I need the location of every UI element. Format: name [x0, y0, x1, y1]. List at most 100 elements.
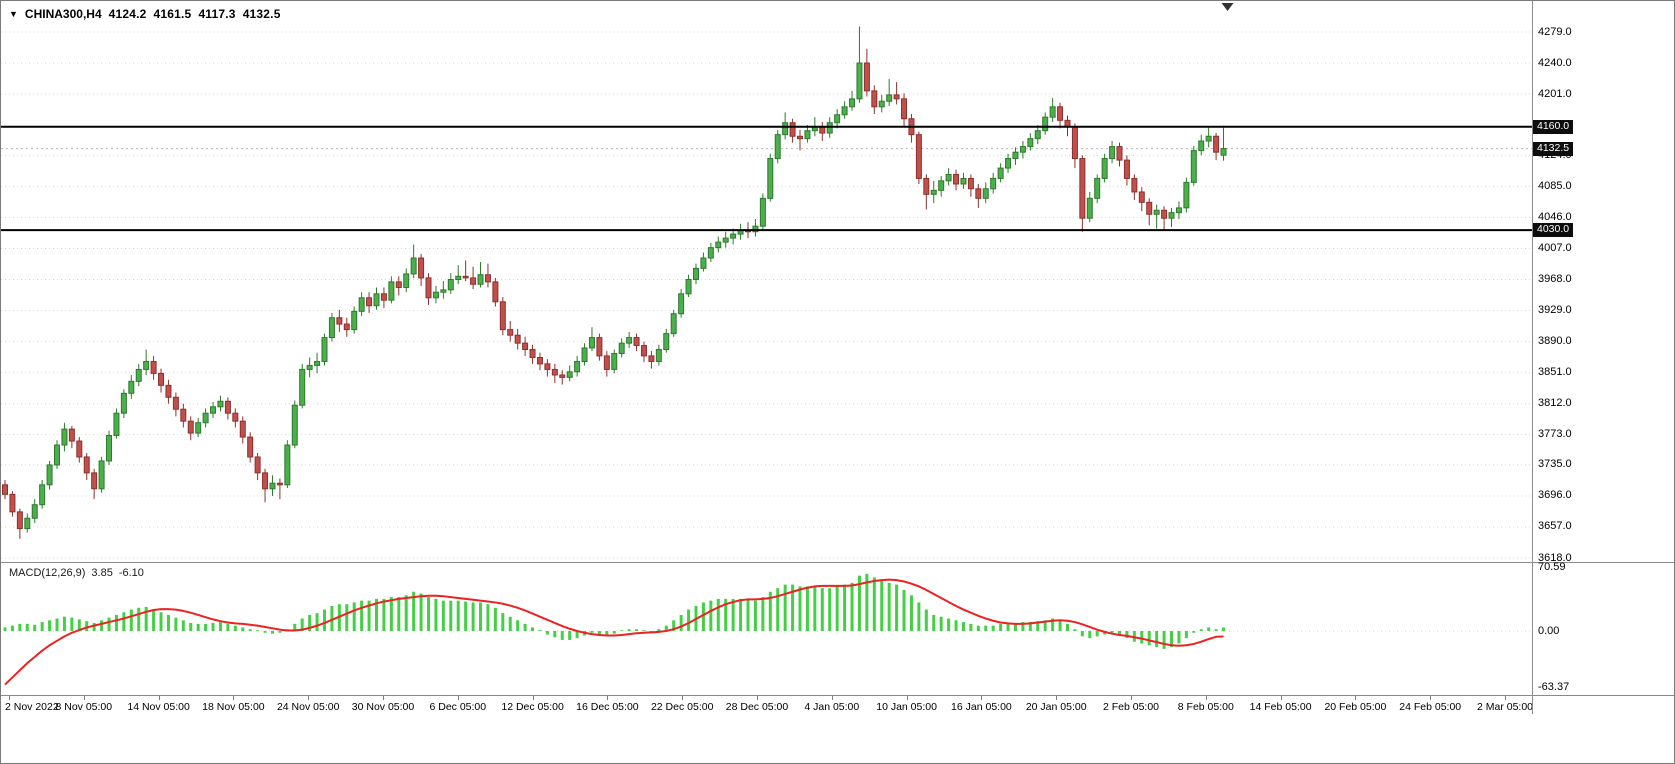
macd-bar [835, 586, 839, 631]
macd-bar [954, 620, 958, 631]
time-tick [1355, 696, 1357, 700]
candle-body [195, 422, 202, 434]
macd-bar [1058, 620, 1062, 631]
candle-body [789, 122, 796, 137]
candle-body [388, 281, 395, 301]
price-gridlines [1, 31, 1532, 559]
time-axis-label: 2 Mar 05:00 [1476, 701, 1534, 713]
macd-bar [857, 575, 861, 631]
candle-body [975, 188, 982, 199]
candle-body [982, 188, 989, 199]
time-axis[interactable]: 2 Nov 2022 8 Nov 05:00 14 Nov 05:00 18 Nov … [1, 696, 1674, 714]
candle-body [1161, 209, 1168, 219]
macd-bar [828, 588, 832, 631]
candle-body [551, 368, 558, 376]
macd-bar [1140, 631, 1144, 644]
candle-body [24, 517, 31, 530]
candle-body [1175, 207, 1182, 214]
macd-bar [1177, 631, 1181, 644]
time-axis-label: 20 Jan 05:00 [1025, 701, 1087, 713]
candle-body [514, 334, 521, 344]
time-tick [607, 696, 609, 700]
symbol-period-label: CHINA300,H4 [24, 7, 102, 21]
macd-bar [174, 617, 178, 631]
chart-dropdown-icon[interactable]: ▼ [9, 8, 18, 19]
macd-bar [560, 631, 564, 640]
macd-bar [664, 625, 668, 631]
candle-body [596, 337, 603, 357]
candle-body [1057, 106, 1064, 121]
candle-body [990, 177, 997, 190]
candle-body [871, 90, 878, 108]
macd-bar [909, 595, 913, 631]
time-axis-label: 6 Dec 05:00 [429, 701, 487, 713]
candle-body [878, 100, 885, 108]
time-tick [1280, 696, 1282, 700]
candle-body [536, 356, 543, 365]
macd-bar [1021, 622, 1025, 631]
ohlc-open: 4124.2 [108, 7, 147, 21]
macd-bar [1214, 629, 1218, 631]
candle-body [477, 274, 484, 285]
macd-bar [605, 631, 609, 637]
pane-separator[interactable] [1, 562, 1674, 563]
candle-body [492, 281, 499, 303]
candle-body [774, 134, 781, 160]
candle-body [291, 404, 298, 446]
candle-body [165, 384, 172, 398]
candle-body [849, 98, 856, 108]
price-axis-label: 3851.0 [1538, 366, 1572, 379]
candle-body [336, 317, 343, 325]
candle-body [351, 310, 358, 331]
candle-body [886, 94, 893, 102]
macd-bar [397, 597, 401, 631]
macd-histogram [3, 573, 1226, 649]
macd-bar [701, 602, 705, 631]
time-axis-label: 4 Jan 05:00 [804, 701, 860, 713]
shift-marker-icon[interactable] [1221, 3, 1234, 11]
macd-bar [270, 631, 274, 634]
macd-bar [62, 616, 66, 631]
candle-body [447, 278, 454, 291]
time-axis-label: 22 Dec 05:00 [650, 701, 714, 713]
macd-bar [508, 616, 512, 631]
time-tick [831, 696, 833, 700]
candle-body [960, 177, 967, 185]
price-chart-canvas[interactable] [1, 1, 1532, 563]
candle-body [262, 472, 269, 490]
time-tick [1131, 696, 1132, 700]
macd-bar [1013, 622, 1017, 631]
candle-body [1027, 138, 1034, 148]
macd-axis-label: -63.37 [1538, 681, 1570, 694]
candle-body [1101, 158, 1108, 179]
candle-body [1220, 148, 1227, 156]
candle-body [120, 392, 127, 414]
candle-body [202, 412, 209, 424]
candle-body [106, 434, 113, 462]
candle-body [440, 289, 447, 293]
macd-bar [1170, 631, 1174, 648]
candle-body [484, 274, 491, 283]
macd-bar [256, 630, 260, 631]
time-axis-label: 16 Jan 05:00 [951, 701, 1012, 713]
candle-body [1146, 201, 1153, 215]
macd-bar [657, 629, 661, 631]
candle-body [269, 482, 276, 490]
time-tick [1505, 696, 1506, 700]
candle-body [663, 333, 670, 351]
candle-body [1042, 116, 1049, 132]
candle-body [1109, 146, 1116, 160]
candle-body [938, 180, 945, 191]
candle-body [945, 173, 952, 182]
macd-bar [367, 600, 371, 631]
candle-body [299, 368, 306, 406]
macd-bar [456, 600, 460, 631]
candle-body [432, 291, 439, 299]
macd-bar [204, 623, 208, 631]
time-tick [682, 696, 684, 700]
macd-bar [189, 622, 193, 631]
price-axis-label: 4240.0 [1538, 56, 1572, 69]
macd-canvas[interactable] [1, 563, 1532, 695]
time-axis-label: 12 Dec 05:00 [501, 701, 564, 713]
macd-bar [300, 618, 304, 631]
